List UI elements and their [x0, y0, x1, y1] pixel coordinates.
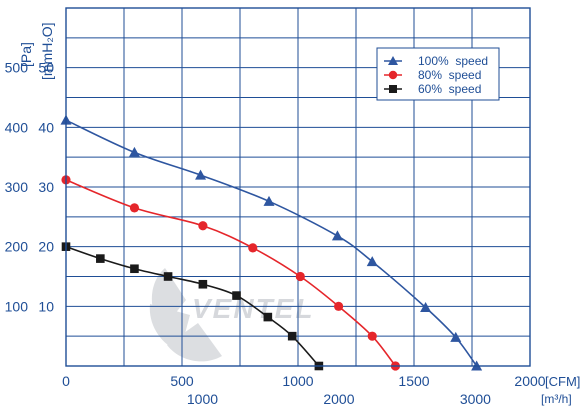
data-point-triangle: [263, 195, 275, 206]
legend-entry-100: 100% speed: [384, 54, 488, 68]
x-tick-label-cfm: 500: [170, 373, 194, 389]
y-tick-label-mmh2o: 10: [38, 298, 54, 314]
x-tick-label-cfm: 1500: [398, 373, 429, 389]
series-line-1: [65, 119, 478, 367]
legend-marker-circle: [388, 70, 398, 80]
legend-label-80: 80% speed: [418, 68, 481, 82]
x-tick-label-m3h: 2000: [323, 391, 354, 407]
x-tick-label-m3h: 3000: [460, 391, 491, 407]
data-point-triangle: [128, 146, 140, 157]
series-1: [60, 114, 483, 371]
legend-label-60: 60% speed: [418, 82, 481, 96]
ventel-watermark-logo: VENTEL: [149, 268, 314, 362]
data-point-circle: [198, 221, 208, 231]
data-point-circle: [367, 331, 377, 341]
chart-legend: 100% speed 80% speed 60% speed: [376, 47, 500, 101]
y-axis-unit-mmh2o: [mmH₂O]: [39, 22, 55, 80]
y-tick-label-mmh2o: 40: [38, 119, 54, 135]
data-point-square: [263, 312, 273, 322]
x-tick-label-m3h: 1000: [187, 391, 218, 407]
legend-marker-triangle: [388, 56, 398, 65]
series-2: [61, 175, 401, 371]
data-point-square: [96, 254, 105, 263]
chart-series-layer: [60, 114, 483, 371]
y-tick-label-pa: 300: [5, 179, 29, 195]
x-tick-label-cfm: 0: [62, 373, 70, 389]
data-point-triangle: [195, 169, 207, 180]
legend-box: [376, 47, 500, 101]
legend-label-100: 100% speed: [418, 54, 488, 68]
x-axis-unit-cfm: [CFM]: [545, 374, 580, 389]
data-point-square: [287, 331, 297, 341]
data-point-square: [232, 291, 241, 300]
y-tick-label-mmh2o: 30: [38, 179, 54, 195]
series-line-2: [65, 179, 397, 367]
data-point-triangle: [450, 331, 462, 342]
y-tick-label-mmh2o: 50: [38, 60, 54, 76]
y-tick-label-mmh2o: 20: [38, 239, 54, 255]
y-tick-label-pa: 500: [5, 60, 29, 76]
data-point-triangle: [420, 302, 432, 313]
legend-entry-60: 60% speed: [384, 82, 481, 96]
data-point-circle: [248, 243, 258, 253]
data-point-square: [130, 264, 139, 274]
watermark-text: VENTEL: [192, 293, 314, 324]
y-tick-label-pa: 400: [5, 119, 29, 135]
data-point-circle: [334, 301, 344, 311]
x-tick-label-cfm: 1000: [282, 373, 313, 389]
data-point-triangle: [366, 256, 378, 267]
x-axis-unit-m3h: [m³/h]: [541, 392, 572, 406]
x-tick-label-cfm: 2000: [514, 373, 545, 389]
legend-entry-80: 80% speed: [384, 68, 481, 82]
y-tick-label-pa: 200: [5, 239, 29, 255]
data-point-square: [163, 272, 173, 281]
data-point-square: [198, 279, 208, 289]
legend-marker-square: [389, 85, 397, 93]
data-point-triangle: [331, 230, 343, 241]
y-axis-unit-pa: [Pa]: [18, 42, 34, 67]
y-tick-label-pa: 100: [5, 298, 29, 314]
data-point-circle: [129, 203, 140, 213]
plot-frame: [65, 7, 531, 367]
data-point-circle: [295, 271, 305, 282]
